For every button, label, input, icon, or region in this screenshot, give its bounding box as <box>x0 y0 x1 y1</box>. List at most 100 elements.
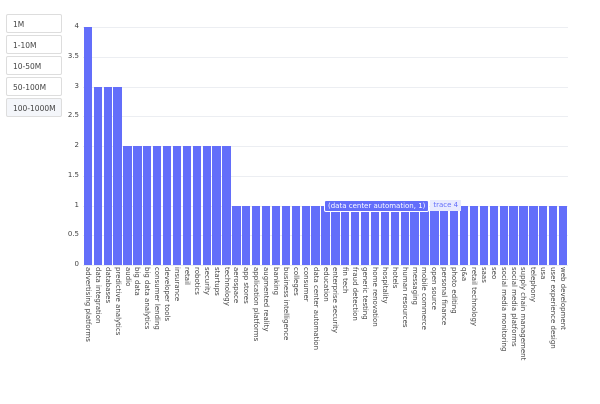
bar[interactable] <box>123 146 132 265</box>
bar[interactable] <box>459 205 469 265</box>
x-tick-label: personal finance <box>440 267 449 326</box>
x-tick-label: q&a <box>460 267 469 282</box>
bar[interactable] <box>430 205 439 265</box>
y-tick-label: 1 <box>74 200 79 209</box>
x-tick-label: consumer lending <box>153 267 162 330</box>
x-tick-label: retail <box>182 267 191 285</box>
bar[interactable] <box>222 146 231 265</box>
x-tick-label: predictive analytics <box>113 267 122 336</box>
bar[interactable] <box>509 205 518 265</box>
x-tick-label: audio <box>123 267 132 287</box>
x-tick-label: home renovation <box>370 267 379 327</box>
range-button-group: 1M 1-10M 10-50M 50-100M 100-1000M <box>6 14 62 119</box>
y-tick-label: 2 <box>74 141 79 149</box>
x-tick-label: app stores <box>242 267 251 304</box>
bar[interactable] <box>558 205 568 265</box>
x-tick-label: generic testing <box>361 267 370 320</box>
x-tick-label: social media platforms <box>509 267 518 347</box>
bar[interactable] <box>301 205 310 265</box>
gridline <box>83 27 568 28</box>
bar[interactable] <box>103 86 112 265</box>
range-button-10-50m[interactable]: 10-50M <box>6 56 62 75</box>
x-tick-label: hotels <box>390 267 399 289</box>
x-tick-label: big data analytics <box>143 267 152 330</box>
x-tick-label: enterprise security <box>331 267 340 334</box>
x-tick-label: data center automation <box>311 267 320 351</box>
y-tick-label: 2.5 <box>67 111 79 120</box>
y-tick-label: 3.5 <box>67 51 79 60</box>
bar[interactable] <box>162 146 172 265</box>
bar[interactable] <box>519 205 528 265</box>
bar[interactable] <box>232 205 241 265</box>
bar[interactable] <box>420 205 429 265</box>
bar-chart-plot-area[interactable]: 0 0.5 1 1.5 2 2.5 3 3.5 4 <box>68 22 568 268</box>
y-tick-label: 0.5 <box>67 230 79 239</box>
bar[interactable] <box>133 146 142 265</box>
bar[interactable] <box>410 205 419 265</box>
x-tick-label: augmented reality <box>262 267 271 332</box>
bar[interactable] <box>182 146 192 265</box>
bar[interactable] <box>311 205 320 265</box>
range-button-100-1000m[interactable]: 100-1000M <box>6 98 62 117</box>
bar[interactable] <box>242 205 251 265</box>
bar[interactable] <box>331 205 340 265</box>
range-button-50-100m[interactable]: 50-100M <box>6 77 62 96</box>
bar[interactable] <box>351 205 360 265</box>
x-tick-label: business intelligence <box>281 267 290 341</box>
x-tick-label: developer tools <box>163 267 172 322</box>
bar[interactable] <box>212 146 221 265</box>
bar[interactable] <box>93 86 102 265</box>
gridline <box>83 116 568 118</box>
x-tick-label: mobile commerce <box>420 267 429 330</box>
bar[interactable] <box>261 205 271 265</box>
bar[interactable] <box>489 205 498 265</box>
bar[interactable] <box>281 205 291 265</box>
bar[interactable] <box>360 205 370 265</box>
y-tick-label: 1.5 <box>67 170 79 179</box>
gridline <box>83 265 568 266</box>
bar[interactable] <box>143 146 152 265</box>
bar[interactable] <box>539 205 548 265</box>
x-tick-label: consumer <box>301 267 310 302</box>
bar[interactable] <box>400 205 409 265</box>
x-tick-label: messaging <box>410 267 419 305</box>
bar[interactable] <box>192 146 201 265</box>
x-tick-label: advertising platforms <box>83 267 92 342</box>
x-tick-label: supply chain management <box>519 267 528 361</box>
bar[interactable] <box>252 205 261 265</box>
x-tick-label: colleges <box>291 267 300 296</box>
tooltip-trace: trace 4 <box>430 200 462 211</box>
bar[interactable] <box>380 205 390 265</box>
range-button-1m[interactable]: 1M <box>6 14 62 33</box>
bar[interactable] <box>271 205 281 265</box>
bar[interactable] <box>440 205 449 265</box>
bar[interactable] <box>479 205 488 265</box>
bar[interactable] <box>202 146 211 265</box>
x-tick-label: big data <box>133 267 142 296</box>
bar[interactable] <box>370 205 380 265</box>
range-button-1-10m[interactable]: 1-10M <box>6 35 62 54</box>
x-tick-label: seo <box>489 267 498 280</box>
x-tick-label: telephony <box>529 267 538 303</box>
bar[interactable] <box>321 205 330 265</box>
bar[interactable] <box>172 146 182 265</box>
bar[interactable] <box>113 86 122 265</box>
bar[interactable] <box>390 205 399 265</box>
x-tick-label: aerospace <box>232 267 241 304</box>
x-tick-label: photo editing <box>450 267 459 314</box>
x-tick-label: fraud detection <box>351 267 360 321</box>
bar[interactable] <box>469 205 479 265</box>
bar[interactable] <box>450 205 459 265</box>
x-tick-label: social media monitoring <box>499 267 508 352</box>
x-tick-label: retail technology <box>469 267 478 327</box>
bar[interactable] <box>499 205 508 265</box>
x-tick-label: security <box>202 267 211 295</box>
bar[interactable] <box>549 205 558 265</box>
x-tick-label: usa <box>539 267 548 280</box>
bar[interactable] <box>341 205 350 265</box>
bar[interactable] <box>291 205 300 265</box>
bar[interactable] <box>153 146 162 265</box>
bar[interactable] <box>529 205 538 265</box>
bar[interactable] <box>83 27 93 265</box>
y-tick-label: 4 <box>74 22 79 30</box>
